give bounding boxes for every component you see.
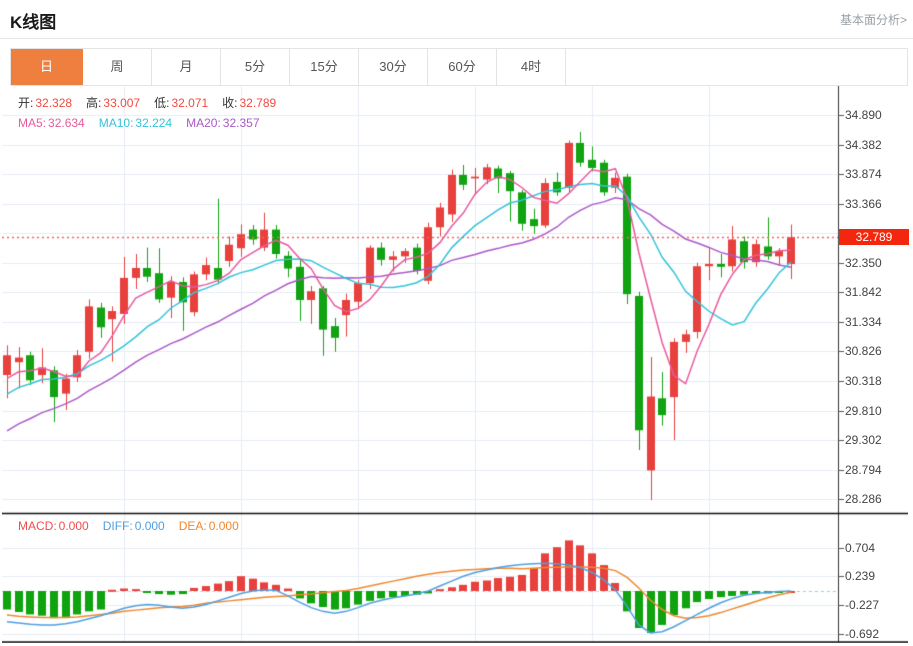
price-tick-label: 32.350 xyxy=(845,255,882,270)
kline-chart-canvas[interactable] xyxy=(2,86,908,643)
info-value: 32.789 xyxy=(239,96,277,110)
price-tick-label: 31.334 xyxy=(845,314,882,329)
price-tick-label: 28.286 xyxy=(845,492,882,507)
tab-月[interactable]: 月 xyxy=(152,49,221,85)
price-tick-label: 33.874 xyxy=(845,167,882,182)
info-label: MA5: xyxy=(18,116,47,130)
info-label: 开: xyxy=(18,96,34,110)
page-title: K线图 xyxy=(10,13,57,32)
macd-info-row: MACD: 0.000 DIFF: 0.000 DEA: 0.000 xyxy=(18,519,253,533)
price-tick-label: 30.318 xyxy=(845,373,882,388)
info-value: 33.007 xyxy=(103,96,141,110)
tab-日[interactable]: 日 xyxy=(11,49,83,85)
info-value: 32.071 xyxy=(171,96,209,110)
info-label: 低: xyxy=(154,96,170,110)
info-value: 0.000 xyxy=(134,519,165,533)
price-tick-label: 34.382 xyxy=(845,137,882,152)
macd-tick-label: -0.692 xyxy=(845,626,880,641)
price-tick-label: 33.366 xyxy=(845,196,882,211)
price-tick-label: 28.794 xyxy=(845,462,882,477)
info-value: 32.328 xyxy=(35,96,73,110)
kline-chart-area: 开: 32.328 高: 33.007 低: 32.071 收: 32.789 MA5: 32.… xyxy=(2,86,909,643)
price-tick-label: 31.842 xyxy=(845,285,882,300)
ma-info-row: MA5: 32.634 MA10: 32.224 MA20: 32.357 xyxy=(18,116,274,130)
fundamental-analysis-link[interactable]: 基本面分析> xyxy=(839,13,907,27)
info-value: 0.000 xyxy=(58,519,89,533)
ohlc-info-row: 开: 32.328 高: 33.007 低: 32.071 收: 32.789 xyxy=(18,94,290,111)
price-tick-label: 34.890 xyxy=(845,108,882,122)
tab-5分[interactable]: 5分 xyxy=(221,49,290,85)
info-value: 0.000 xyxy=(208,519,239,533)
current-price-badge: 32.789 xyxy=(839,229,909,246)
info-label: 高: xyxy=(86,96,102,110)
info-value: 32.224 xyxy=(135,116,173,130)
tab-4时[interactable]: 4时 xyxy=(497,49,566,85)
tab-30分[interactable]: 30分 xyxy=(359,49,428,85)
tab-60分[interactable]: 60分 xyxy=(428,49,497,85)
interval-tabbar: 日周月 5分 15分 30分 60分 4时 xyxy=(10,48,908,86)
info-value: 32.634 xyxy=(48,116,85,130)
info-label: DIFF: xyxy=(102,519,133,533)
info-value: 32.357 xyxy=(222,116,260,130)
macd-tick-label: -0.227 xyxy=(845,598,880,612)
page-header: K线图 基本面分析> xyxy=(0,0,913,39)
price-tick-label: 30.826 xyxy=(845,344,882,359)
info-label: MA10: xyxy=(98,116,134,130)
tab-15分[interactable]: 15分 xyxy=(290,49,359,85)
info-label: 收: xyxy=(222,96,238,110)
price-tick-label: 29.810 xyxy=(845,403,882,418)
price-tick-label: 29.302 xyxy=(845,433,882,448)
macd-tick-label: 0.704 xyxy=(845,540,876,555)
info-label: MA20: xyxy=(186,116,221,130)
info-label: MACD: xyxy=(18,519,57,533)
tab-周[interactable]: 周 xyxy=(83,49,152,85)
macd-tick-label: 0.239 xyxy=(845,569,876,584)
info-label: DEA: xyxy=(178,519,207,533)
